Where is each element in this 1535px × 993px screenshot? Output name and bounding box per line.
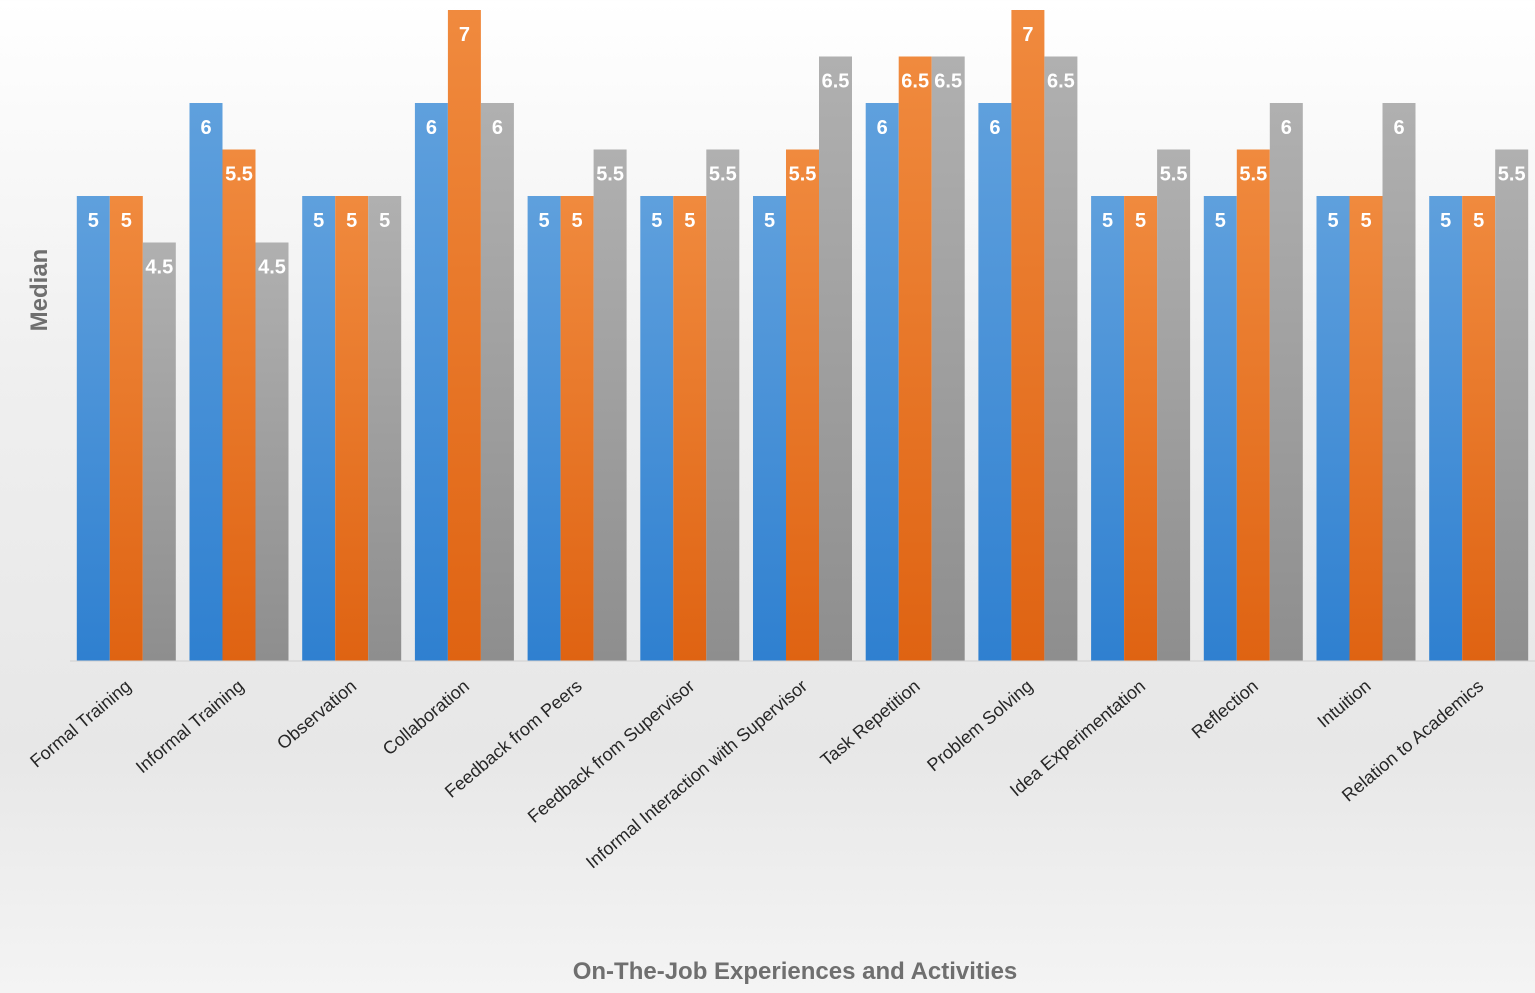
category-tick-label: Reflection <box>1188 676 1262 743</box>
bar-value-label: 5.5 <box>1498 164 1526 186</box>
bar <box>1495 149 1529 661</box>
bar-value-label: 6 <box>492 117 503 139</box>
bar-value-label: 5.5 <box>709 164 737 186</box>
bar <box>1382 103 1416 661</box>
bar <box>1316 196 1350 661</box>
bar <box>189 103 223 661</box>
bar-value-label: 5 <box>572 210 583 232</box>
bar <box>786 149 819 661</box>
bar <box>1269 103 1303 661</box>
bar-value-label: 5 <box>313 210 324 232</box>
bar <box>142 242 176 661</box>
bar <box>1044 56 1078 661</box>
y-axis-title: Median <box>26 248 53 332</box>
bar-value-label: 5 <box>1135 210 1146 232</box>
bar <box>368 196 402 661</box>
bar-value-label: 5 <box>1473 210 1484 232</box>
bar-value-label: 5 <box>379 210 390 232</box>
bar-value-label: 5 <box>651 210 662 232</box>
bar-value-label: 5.5 <box>1239 164 1267 186</box>
bar <box>819 56 852 661</box>
bar-value-label: 5 <box>684 210 695 232</box>
bar-value-label: 6 <box>1281 117 1292 139</box>
bar <box>302 196 336 661</box>
bar <box>527 196 561 661</box>
x-axis-title: On-The-Job Experiences and Activities <box>572 958 1018 985</box>
bar-value-label: 5.5 <box>789 164 817 186</box>
bar <box>931 56 965 661</box>
bar <box>447 10 481 661</box>
bar <box>1091 196 1125 661</box>
bar-value-label: 6 <box>200 117 211 139</box>
bar-value-label: 4.5 <box>145 257 173 279</box>
bars-layer <box>76 10 1529 661</box>
category-tick-label: Informal Interaction with Supervisor <box>582 676 811 873</box>
bar <box>1349 196 1383 661</box>
bar-value-label: 5 <box>121 210 132 232</box>
bar <box>706 149 740 661</box>
bar <box>335 196 369 661</box>
bar-value-label: 5.5 <box>1160 164 1188 186</box>
bar <box>1124 196 1158 661</box>
bar <box>1236 149 1270 661</box>
bar <box>1011 10 1045 661</box>
bar <box>898 56 932 661</box>
bar-value-label: 6.5 <box>934 71 962 93</box>
bar <box>560 196 594 661</box>
bar <box>76 196 110 661</box>
bar-value-label: 6 <box>1393 117 1404 139</box>
bar <box>1157 149 1191 661</box>
bar-value-label: 5 <box>539 210 550 232</box>
bar <box>673 196 707 661</box>
bar <box>593 149 627 661</box>
bar-value-label: 5.5 <box>225 164 253 186</box>
bar <box>222 149 256 661</box>
category-tick-label: Informal Training <box>132 676 248 777</box>
bar-value-label: 6 <box>989 117 1000 139</box>
bar <box>1429 196 1463 661</box>
bar-value-label: 5 <box>764 210 775 232</box>
category-tick-label: Observation <box>273 676 360 754</box>
bar-value-label: 5.5 <box>596 164 624 186</box>
bar-value-label: 5 <box>346 210 357 232</box>
bar <box>414 103 448 661</box>
bar-value-label: 6 <box>877 117 888 139</box>
bar <box>640 196 674 661</box>
category-tick-label: Collaboration <box>379 676 473 760</box>
category-tick-label: Task Repetition <box>817 676 924 770</box>
bar <box>865 103 899 661</box>
bar <box>255 242 289 661</box>
bar-value-label: 6.5 <box>901 71 929 93</box>
bar-value-label: 6 <box>426 117 437 139</box>
bar-value-label: 4.5 <box>258 257 286 279</box>
bar <box>480 103 514 661</box>
category-tick-label: Formal Training <box>26 676 135 772</box>
category-tick-label: Problem Solving <box>923 676 1036 776</box>
bar <box>1462 196 1496 661</box>
bar-value-label: 5 <box>1215 210 1226 232</box>
bar-value-label: 6.5 <box>822 71 850 93</box>
bar <box>978 103 1012 661</box>
bar-value-label: 5 <box>88 210 99 232</box>
bar-value-label: 5 <box>1327 210 1338 232</box>
category-tick-label: Intuition <box>1313 676 1374 732</box>
bar-value-label: 5 <box>1360 210 1371 232</box>
bar-value-label: 7 <box>1022 24 1033 46</box>
bar <box>1203 196 1237 661</box>
bar <box>753 196 786 661</box>
bar-value-label: 5 <box>1102 210 1113 232</box>
bar-value-label: 7 <box>459 24 470 46</box>
bar-value-label: 5 <box>1440 210 1451 232</box>
bar <box>109 196 143 661</box>
bar-value-label: 6.5 <box>1047 71 1075 93</box>
